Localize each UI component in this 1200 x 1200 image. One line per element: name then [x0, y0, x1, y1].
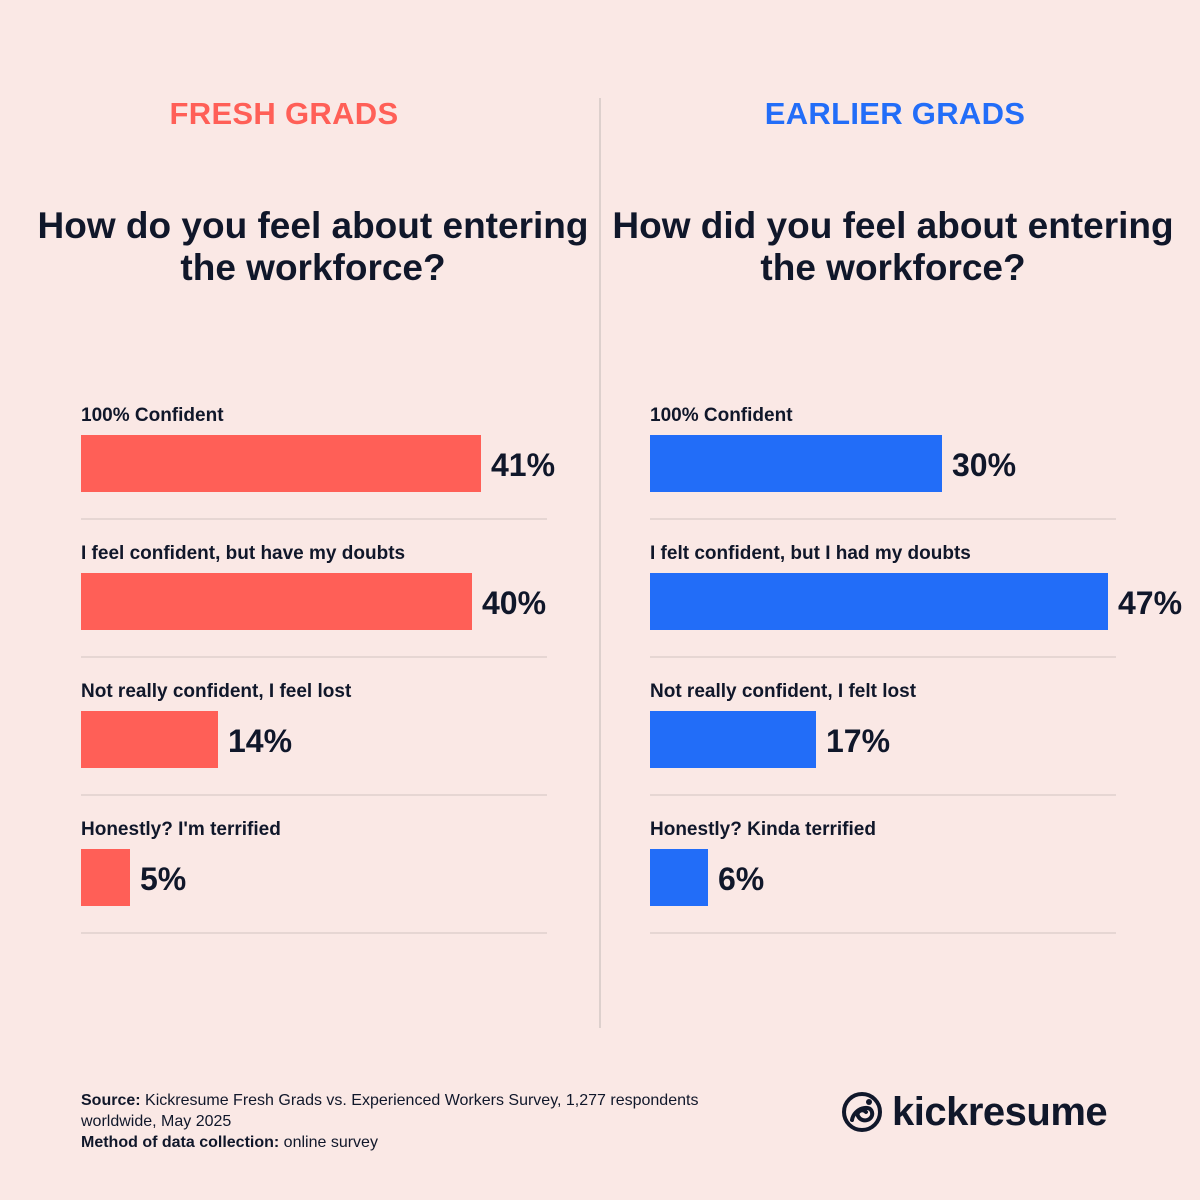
bar-value-label: 41% — [491, 447, 556, 483]
bar — [650, 711, 816, 768]
source-label: Source: — [81, 1092, 141, 1109]
bar-row: I felt confident, but I had my doubts 47% — [650, 543, 1182, 681]
brand-logo[interactable]: kickresume — [840, 1087, 1108, 1137]
bar-value-label: 30% — [952, 447, 1017, 483]
bar-value-label: 5% — [140, 861, 187, 897]
panel-divider — [599, 98, 601, 1028]
bar-value-label: 40% — [482, 585, 547, 621]
bar-category-label: I feel confident, but have my doubts — [81, 543, 406, 564]
bar-row: 100% Confident 30% — [650, 405, 1116, 543]
kickresume-logo-icon — [842, 1092, 882, 1132]
bar — [650, 435, 942, 492]
fresh-grads-chart: 100% Confident 41% I feel confident, but h… — [0, 0, 600, 1040]
row-divider — [650, 656, 1116, 658]
bar-row: Not really confident, I feel lost 14% — [81, 681, 547, 819]
bar-row: 100% Confident 41% — [81, 405, 555, 543]
row-divider — [81, 656, 547, 658]
row-divider — [650, 518, 1116, 520]
earlier-grads-chart: 100% Confident 30% I felt confident, but I… — [600, 0, 1200, 1040]
earlier-grads-panel: EARLIER GRADS How did you feel about ent… — [600, 0, 1200, 1040]
bar-row: Not really confident, I felt lost 17% — [650, 681, 1116, 819]
fresh-grads-title: FRESH GRADS — [169, 96, 399, 131]
bar-value-label: 6% — [718, 861, 765, 897]
bar-value-label: 17% — [826, 723, 891, 759]
bar-category-label: Not really confident, I feel lost — [81, 681, 352, 702]
bar-row: Honestly? I'm terrified 5% — [81, 819, 547, 957]
bar-category-label: 100% Confident — [650, 405, 793, 426]
row-divider — [650, 932, 1116, 934]
bar — [81, 711, 218, 768]
brand-name: kickresume — [892, 1089, 1108, 1134]
bar — [650, 849, 708, 906]
earlier-grads-question: How did you feel about entering the work… — [612, 205, 1174, 288]
method-label: Method of data collection: — [81, 1134, 280, 1151]
bar-row: I feel confident, but have my doubts 40% — [81, 543, 547, 681]
bar-value-label: 47% — [1118, 585, 1183, 621]
row-divider — [81, 794, 547, 796]
row-divider — [81, 518, 547, 520]
bar — [81, 573, 472, 630]
bar-category-label: Not really confident, I felt lost — [650, 681, 917, 702]
bar — [650, 573, 1108, 630]
bar-value-label: 14% — [228, 723, 293, 759]
bar-category-label: Honestly? I'm terrified — [81, 819, 281, 840]
bar-category-label: 100% Confident — [81, 405, 224, 426]
row-divider — [81, 932, 547, 934]
bar-row: Honestly? Kinda terrified 6% — [650, 819, 1116, 957]
source-text: Kickresume Fresh Grads vs. Experienced W… — [81, 1092, 699, 1130]
method-text: online survey — [279, 1134, 378, 1151]
footer-source: Source: Kickresume Fresh Grads vs. Exper… — [81, 1090, 761, 1153]
bar — [81, 435, 481, 492]
bar-category-label: I felt confident, but I had my doubts — [650, 543, 971, 564]
fresh-grads-question: How do you feel about entering the workf… — [37, 205, 589, 288]
bar-category-label: Honestly? Kinda terrified — [650, 819, 876, 840]
bar — [81, 849, 130, 906]
fresh-grads-panel: FRESH GRADS How do you feel about enteri… — [0, 0, 600, 1040]
row-divider — [650, 794, 1116, 796]
earlier-grads-title: EARLIER GRADS — [764, 96, 1026, 131]
